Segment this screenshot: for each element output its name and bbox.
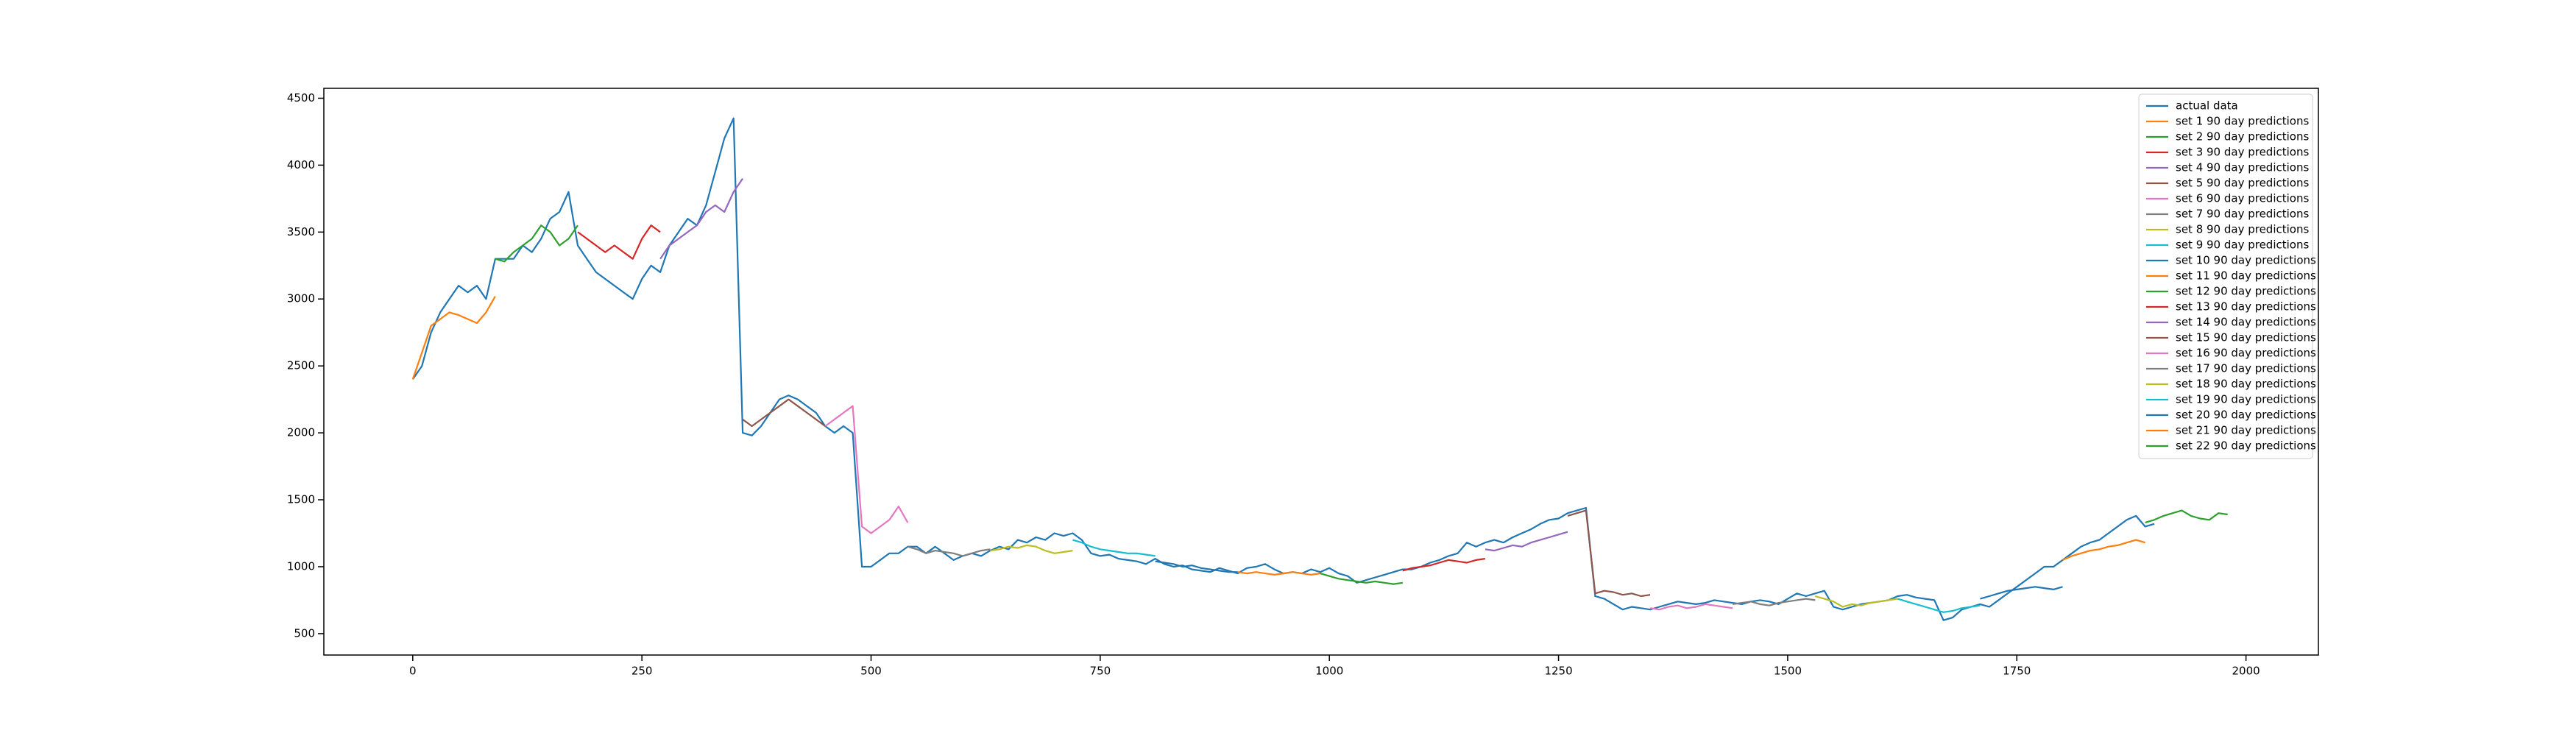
- legend-label: actual data: [2176, 99, 2238, 113]
- legend-label: set 16 90 day predictions: [2176, 347, 2316, 360]
- legend-label: set 4 90 day predictions: [2176, 161, 2309, 174]
- series-line: [1485, 531, 1568, 552]
- legend-label: set 6 90 day predictions: [2176, 192, 2309, 205]
- legend-label: set 2 90 day predictions: [2176, 130, 2309, 144]
- legend-label: set 22 90 day predictions: [2176, 439, 2316, 453]
- legend-label: set 20 90 day predictions: [2176, 408, 2316, 422]
- legend-label: set 9 90 day predictions: [2176, 238, 2309, 252]
- legend-label: set 5 90 day predictions: [2176, 177, 2309, 190]
- series-line: [1402, 558, 1486, 572]
- series-line: [1814, 595, 1898, 608]
- series-line: [2145, 509, 2228, 524]
- series-line: [411, 296, 496, 380]
- series-line: [1072, 539, 1156, 557]
- y-tick-label: 2000: [287, 426, 315, 439]
- x-tick-label: 1500: [1774, 665, 1802, 678]
- series-line: [907, 545, 991, 557]
- legend-label: set 18 90 day predictions: [2176, 378, 2316, 391]
- series-line: [1733, 598, 1816, 606]
- legend-label: set 3 90 day predictions: [2176, 146, 2309, 159]
- y-tick-label: 1000: [287, 559, 315, 573]
- x-tick-label: 750: [1090, 665, 1111, 678]
- legend-label: set 17 90 day predictions: [2176, 362, 2316, 375]
- legend-label: set 8 90 day predictions: [2176, 223, 2309, 236]
- y-tick-label: 500: [294, 626, 315, 640]
- legend-label: set 13 90 day predictions: [2176, 300, 2316, 314]
- series-line: [742, 398, 826, 428]
- y-tick-label: 3000: [287, 292, 315, 305]
- x-tick-label: 1250: [1544, 665, 1572, 678]
- legend-label: set 14 90 day predictions: [2176, 316, 2316, 329]
- series-line: [990, 544, 1073, 554]
- series-line: [1320, 573, 1403, 585]
- legend-label: set 10 90 day predictions: [2176, 254, 2316, 267]
- plot-frame: [323, 88, 2319, 656]
- y-tick-label: 2500: [287, 359, 315, 372]
- y-tick-label: 4000: [287, 158, 315, 171]
- legend: actual data set 1 90 day predictions set 2…: [2138, 93, 2316, 459]
- series-line: [2062, 539, 2145, 561]
- series-line: [495, 224, 578, 263]
- x-tick-label: 2000: [2232, 665, 2260, 678]
- legend-label: set 12 90 day predictions: [2176, 285, 2316, 298]
- series-line: [1649, 603, 1733, 611]
- y-tick-label: 1500: [287, 493, 315, 506]
- legend-label: set 7 90 day predictions: [2176, 208, 2309, 221]
- x-tick-label: 1000: [1315, 665, 1343, 678]
- legend-label: set 19 90 day predictions: [2176, 393, 2316, 406]
- series-line: [1980, 586, 2063, 600]
- series-line: [1567, 509, 1651, 598]
- series-line: [659, 177, 744, 260]
- series-line: [1897, 598, 1981, 613]
- legend-label: set 1 90 day predictions: [2176, 115, 2309, 128]
- series-line: [1237, 571, 1320, 576]
- x-tick-label: 1750: [2003, 665, 2031, 678]
- x-tick-label: 250: [631, 665, 653, 678]
- legend-label: set 21 90 day predictions: [2176, 424, 2316, 437]
- legend-label: set 15 90 day predictions: [2176, 331, 2316, 344]
- x-tick-label: 500: [860, 665, 882, 678]
- y-tick-label: 3500: [287, 225, 315, 238]
- x-tick-label: 0: [409, 665, 417, 678]
- series-line: [1155, 560, 1238, 573]
- series-line: [824, 405, 909, 534]
- legend-box: [2138, 93, 2313, 459]
- y-tick-label: 4500: [287, 91, 315, 105]
- legend-label: set 11 90 day predictions: [2176, 269, 2316, 283]
- series-line: [577, 224, 661, 260]
- series-line: [411, 117, 2155, 621]
